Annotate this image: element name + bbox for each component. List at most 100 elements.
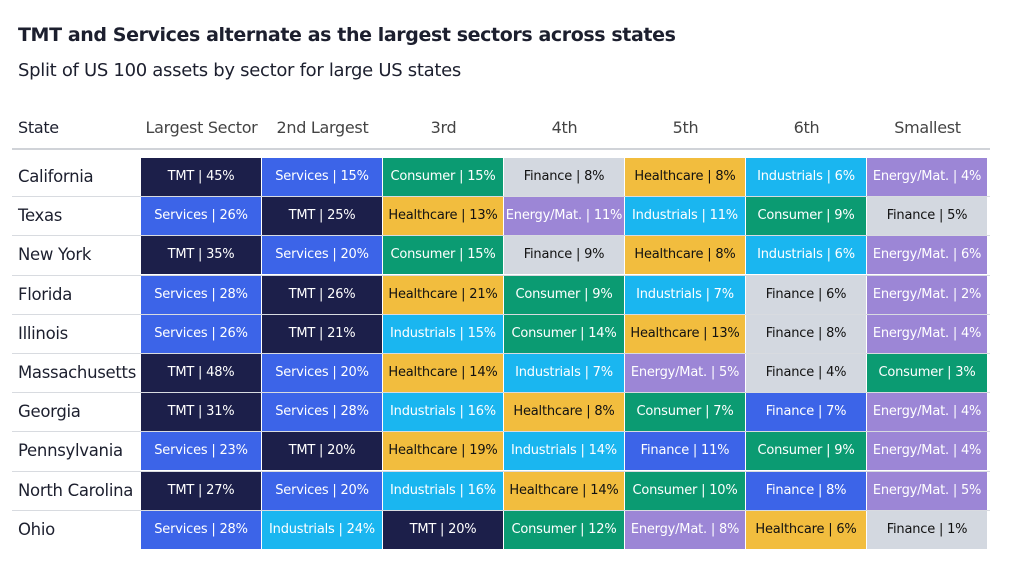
state-label: New York: [18, 245, 92, 265]
column-header: 4th: [551, 118, 578, 137]
sector-cell: Energy/Mat. | 4%: [867, 432, 987, 471]
sector-cell: Industrials | 15%: [383, 314, 503, 353]
row-separator: [12, 313, 990, 315]
sector-cell: Consumer | 14%: [504, 314, 624, 353]
sector-cell: Consumer | 10%: [625, 471, 745, 510]
sector-cell: Industrials | 16%: [383, 471, 503, 510]
sector-cell: TMT | 48%: [141, 354, 261, 392]
sector-cell: TMT | 27%: [141, 471, 261, 510]
sector-cell: Industrials | 6%: [746, 158, 866, 196]
sector-cell: Energy/Mat. | 4%: [867, 158, 987, 196]
column-header: Largest Sector: [145, 118, 258, 137]
row-separator: [12, 509, 990, 511]
column-header: State: [18, 118, 59, 137]
sector-cell: Industrials | 11%: [625, 197, 745, 236]
sector-cell: Services | 26%: [141, 314, 261, 353]
sector-cell: Healthcare | 8%: [625, 158, 745, 196]
sector-cell: TMT | 35%: [141, 236, 261, 275]
sector-cell: Consumer | 3%: [867, 354, 987, 392]
sector-cell: Consumer | 15%: [383, 236, 503, 275]
row-separator: [12, 470, 990, 472]
row-separator: [12, 431, 990, 433]
row-separator: [12, 274, 990, 276]
column-header: Smallest: [894, 118, 961, 137]
sector-cell: Services | 20%: [262, 236, 382, 275]
sector-cell: TMT | 31%: [141, 393, 261, 432]
sector-cell: TMT | 25%: [262, 197, 382, 236]
sector-cell: Services | 23%: [141, 432, 261, 471]
sector-cell: Consumer | 9%: [504, 275, 624, 314]
sector-cell: Healthcare | 21%: [383, 275, 503, 314]
column-header: 2nd Largest: [276, 118, 369, 137]
sector-cell: Energy/Mat. | 4%: [867, 314, 987, 353]
sector-cell: Finance | 8%: [746, 314, 866, 353]
sector-cell: Energy/Mat. | 5%: [867, 471, 987, 510]
sector-cell: Healthcare | 14%: [383, 354, 503, 392]
row-separator: [12, 235, 990, 237]
sector-cell: TMT | 20%: [383, 510, 503, 549]
sector-cell: Industrials | 7%: [504, 354, 624, 392]
sector-cell: Energy/Mat. | 8%: [625, 510, 745, 549]
sector-cell: Energy/Mat. | 2%: [867, 275, 987, 314]
sector-cell: Finance | 4%: [746, 354, 866, 392]
column-header: 5th: [672, 118, 699, 137]
sector-cell: Consumer | 7%: [625, 393, 745, 432]
sector-cell: Industrials | 6%: [746, 236, 866, 275]
state-label: California: [18, 167, 94, 186]
row-separator: [12, 196, 990, 198]
sector-cell: Energy/Mat. | 11%: [504, 197, 624, 236]
sector-cell: Services | 26%: [141, 197, 261, 236]
sector-cell: Services | 15%: [262, 158, 382, 196]
title: TMT and Services alternate as the larges…: [18, 24, 676, 46]
column-header: 3rd: [430, 118, 457, 137]
sector-cell: Energy/Mat. | 4%: [867, 393, 987, 432]
sector-cell: TMT | 45%: [141, 158, 261, 196]
state-label: Florida: [18, 284, 73, 304]
state-label: North Carolina: [18, 480, 134, 500]
sector-cell: Services | 28%: [141, 275, 261, 314]
sector-cell: TMT | 26%: [262, 275, 382, 314]
sector-cell: Finance | 8%: [504, 158, 624, 196]
subtitle: Split of US 100 assets by sector for lar…: [18, 60, 461, 81]
sector-cell: Consumer | 12%: [504, 510, 624, 549]
sector-cell: Healthcare | 13%: [625, 314, 745, 353]
state-label: Illinois: [18, 323, 68, 343]
sector-cell: Services | 20%: [262, 471, 382, 510]
state-label: Georgia: [18, 402, 81, 422]
state-label: Texas: [18, 206, 63, 226]
column-header: 6th: [793, 118, 820, 137]
sector-cell: Industrials | 7%: [625, 275, 745, 314]
sector-cell: Healthcare | 19%: [383, 432, 503, 471]
sector-cell: Services | 20%: [262, 354, 382, 392]
sector-cell: Finance | 8%: [746, 471, 866, 510]
state-label: Massachusetts: [18, 363, 137, 382]
sector-cell: Industrials | 14%: [504, 432, 624, 471]
sector-cell: Energy/Mat. | 5%: [625, 354, 745, 392]
row-separator: [12, 392, 990, 394]
sector-cell: Finance | 1%: [867, 510, 987, 549]
sector-cell: Services | 28%: [262, 393, 382, 432]
sector-cell: Healthcare | 13%: [383, 197, 503, 236]
sector-cell: Healthcare | 6%: [746, 510, 866, 549]
sector-cell: Finance | 6%: [746, 275, 866, 314]
sector-cell: Consumer | 9%: [746, 432, 866, 471]
header-rule: [12, 148, 990, 150]
row-separator: [12, 353, 990, 354]
sector-cell: TMT | 20%: [262, 432, 382, 471]
sector-cell: Healthcare | 8%: [625, 236, 745, 275]
sector-cell: Energy/Mat. | 6%: [867, 236, 987, 275]
sector-cell: TMT | 21%: [262, 314, 382, 353]
sector-cell: Finance | 11%: [625, 432, 745, 471]
sector-cell: Industrials | 16%: [383, 393, 503, 432]
sector-cell: Industrials | 24%: [262, 510, 382, 549]
sector-cell: Finance | 7%: [746, 393, 866, 432]
sector-cell: Services | 28%: [141, 510, 261, 549]
sector-cell: Consumer | 9%: [746, 197, 866, 236]
sector-cell: Finance | 5%: [867, 197, 987, 236]
sector-cell: Consumer | 15%: [383, 158, 503, 196]
sector-cell: Healthcare | 14%: [504, 471, 624, 510]
sector-cell: Healthcare | 8%: [504, 393, 624, 432]
state-label: Pennsylvania: [18, 441, 123, 461]
sector-cell: Finance | 9%: [504, 236, 624, 275]
